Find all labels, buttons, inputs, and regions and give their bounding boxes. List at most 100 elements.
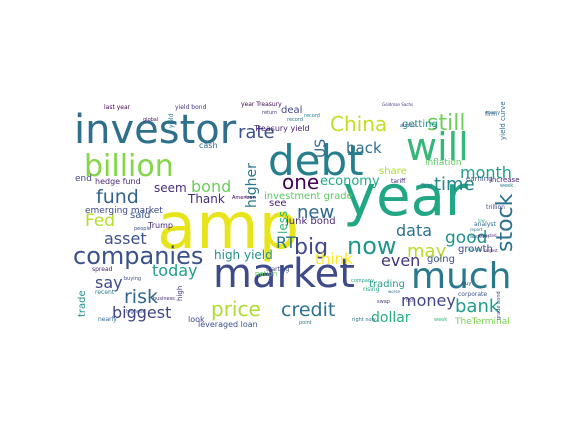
word-bond: bond: [191, 177, 231, 196]
word-high: high: [176, 286, 184, 301]
word-will: will: [406, 125, 469, 169]
word-week: week: [500, 183, 513, 189]
word-look: look: [188, 315, 205, 324]
word-growth: growth: [458, 244, 493, 255]
word-trade: trade: [77, 290, 88, 317]
word-bought: bought: [468, 247, 483, 252]
word-record: record: [304, 113, 320, 119]
word-bank: bank: [455, 296, 500, 317]
word-global: global: [143, 117, 158, 123]
word-leveraged-loan: leveraged loan: [198, 320, 258, 329]
word-emerging-market: emerging market: [85, 206, 163, 216]
word-see: see: [269, 198, 287, 209]
word-debt: debt: [268, 136, 364, 185]
word-swap: swap: [377, 299, 390, 305]
word-said: said: [130, 210, 150, 221]
word-another: another: [470, 234, 490, 240]
word-goldman-sachs: Goldman Sachs: [382, 102, 413, 107]
word-nearly: nearly: [98, 316, 117, 323]
word-may: may: [407, 241, 447, 262]
word-yield-bond: yield bond: [175, 104, 207, 111]
word-investor: investor: [74, 107, 237, 153]
word-china: China: [330, 112, 387, 136]
word-rising: rising: [363, 286, 380, 293]
word-higher: higher: [244, 163, 260, 208]
word-fact: fact: [406, 298, 414, 303]
word-yield: yield: [168, 113, 175, 128]
word-less: less: [276, 211, 290, 234]
word-stock: stock: [493, 193, 518, 252]
word-spread: spread: [92, 266, 113, 273]
word-tariff: tariff: [391, 178, 406, 185]
word-year-treasury: year Treasury: [241, 101, 282, 108]
word-back: back: [346, 139, 382, 157]
word-amp: amp: [157, 190, 299, 264]
word-credit: credit: [281, 299, 335, 321]
word-billion: billion: [84, 149, 174, 184]
word-group: amp year market investor debt billion will much…: [73, 101, 520, 329]
word-end: end: [75, 174, 92, 184]
word-expected: expected: [478, 233, 497, 238]
word-good: good: [445, 228, 487, 248]
word-going: going: [427, 254, 455, 265]
word-trading: trading: [369, 279, 405, 290]
word-still: still: [427, 111, 465, 136]
word-american: American: [232, 195, 256, 201]
word-earning: earning: [466, 175, 493, 183]
word-trillion: trillion: [486, 204, 505, 211]
word-treasury-yield: Treasury yield: [253, 124, 310, 133]
word-people: people: [134, 226, 151, 232]
word-one: one: [282, 170, 319, 194]
word-risk: risk: [124, 286, 158, 308]
word-even: even: [381, 251, 420, 270]
word-inflation: inflation: [425, 158, 462, 168]
word-highest: highest: [126, 309, 145, 315]
word-corporate: corporate: [458, 291, 487, 298]
word-right-now: right now: [352, 317, 376, 323]
word-seem: seem: [154, 181, 187, 195]
word-largest: largest: [484, 248, 498, 253]
word-analyst: analyst: [474, 221, 497, 228]
word-asset: asset: [104, 229, 147, 248]
word-theterminal: TheTerminal: [454, 317, 510, 327]
word-last-year: last year: [104, 104, 131, 111]
word-starting: starting: [266, 266, 289, 273]
word-nation: nation: [255, 270, 277, 278]
word-deal: deal: [281, 105, 302, 116]
word-recent: recent: [95, 289, 115, 296]
word-rt: RT: [276, 233, 296, 252]
word-new: new: [297, 202, 334, 223]
word-many: many: [486, 110, 500, 116]
word-fed: Fed: [85, 211, 115, 231]
word-increase: increase: [490, 176, 520, 184]
word-return: return: [262, 110, 277, 116]
word-rate: rate: [238, 122, 275, 143]
word-today: today: [152, 261, 198, 280]
word-getting: getting: [402, 119, 438, 130]
word-economy: economy: [320, 174, 380, 189]
word-hedge-fund: hedge fund: [95, 177, 141, 186]
word-high-yield: high yield: [214, 248, 273, 262]
word-us: US: [313, 139, 329, 158]
word-fund: fund: [96, 186, 139, 208]
word-time: time: [434, 174, 475, 195]
word-worse: worse: [388, 289, 400, 294]
word-say: say: [95, 273, 123, 292]
word-price: price: [211, 297, 261, 321]
word-data: data: [396, 221, 432, 240]
word-companies: companies: [73, 242, 203, 270]
word-share: share: [379, 166, 407, 177]
word-money: money: [401, 291, 456, 310]
word-cash: cash: [199, 141, 218, 150]
word-trump: Trump: [147, 221, 173, 230]
word-much: much: [411, 256, 512, 297]
word-junk-bond: junk bond: [285, 216, 336, 227]
word-point: point: [299, 320, 312, 326]
word-week: week: [434, 317, 447, 323]
word-buying: buying: [124, 276, 141, 282]
word-company: company: [351, 278, 374, 284]
word-low: low: [478, 218, 486, 223]
word-firm: firm: [485, 111, 497, 118]
